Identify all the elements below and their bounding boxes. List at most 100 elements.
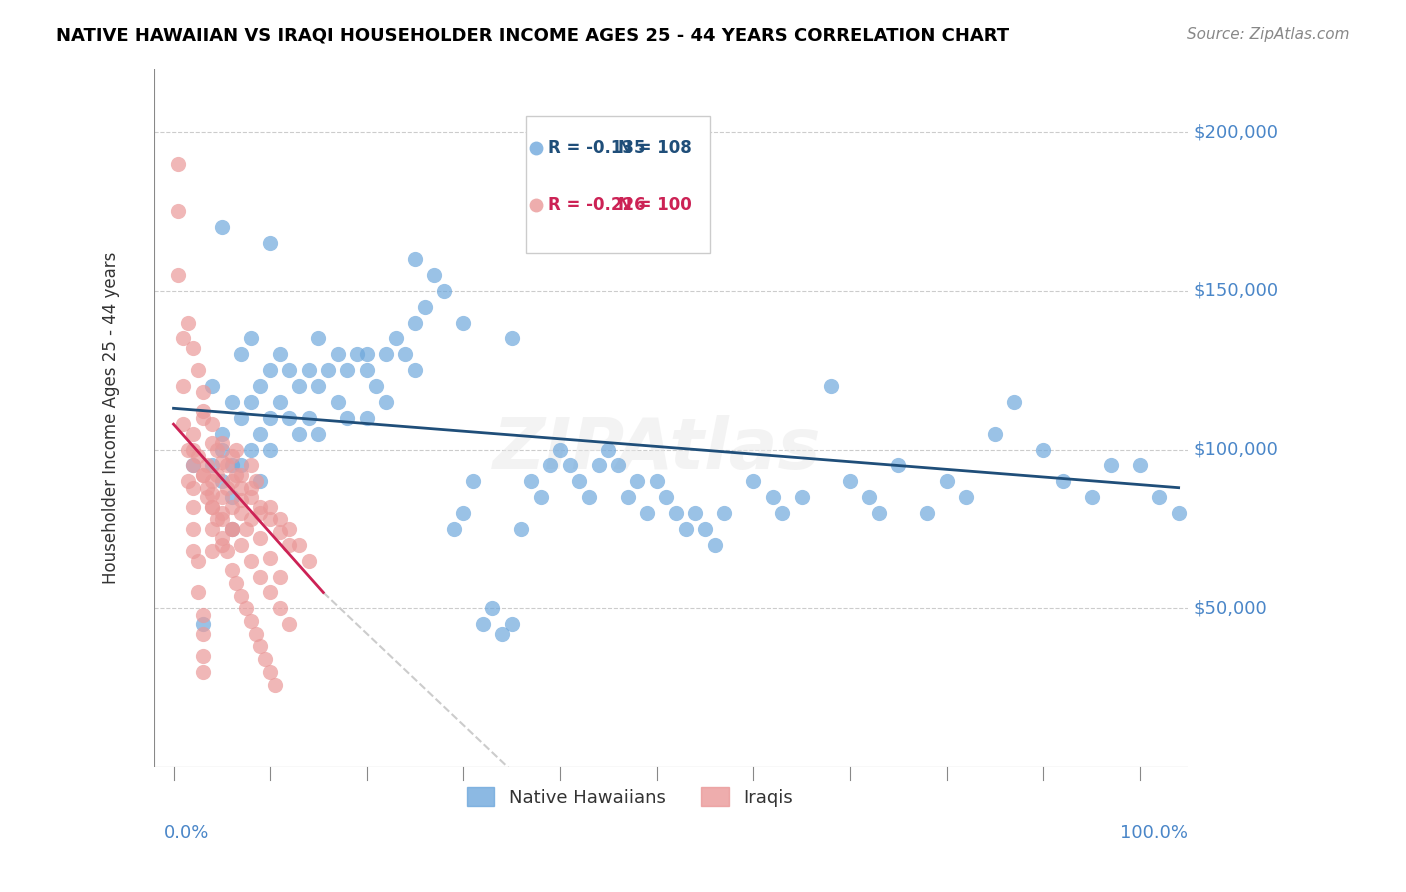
Point xyxy=(201,544,224,558)
Point xyxy=(201,500,224,514)
Point xyxy=(187,363,209,377)
Point xyxy=(195,458,218,473)
Point xyxy=(501,617,523,632)
Point xyxy=(558,458,581,473)
Point xyxy=(239,490,262,504)
Point xyxy=(413,300,436,314)
Point xyxy=(259,363,281,377)
Bar xyxy=(526,116,710,252)
Point xyxy=(703,538,725,552)
Point xyxy=(239,481,262,495)
Point xyxy=(308,426,330,441)
Point xyxy=(626,475,648,489)
Point xyxy=(245,475,267,489)
Point xyxy=(191,410,214,425)
Point xyxy=(298,554,321,568)
Point xyxy=(481,601,503,615)
Point xyxy=(288,426,311,441)
Point xyxy=(249,500,271,514)
Point xyxy=(356,347,378,361)
Point xyxy=(520,475,543,489)
Point xyxy=(336,363,359,377)
Point xyxy=(404,316,426,330)
Point xyxy=(231,589,253,603)
Point xyxy=(191,467,214,482)
Point xyxy=(298,410,321,425)
Point xyxy=(538,458,561,473)
Point xyxy=(215,481,238,495)
Point xyxy=(231,493,253,508)
Point xyxy=(245,626,267,640)
Point xyxy=(177,442,200,457)
Point xyxy=(524,198,547,212)
Point xyxy=(191,467,214,482)
Point xyxy=(249,379,271,393)
Point xyxy=(211,490,233,504)
Legend: Native Hawaiians, Iraqis: Native Hawaiians, Iraqis xyxy=(460,780,800,814)
Point xyxy=(917,506,939,520)
Point xyxy=(336,410,359,425)
Point xyxy=(568,475,591,489)
Point xyxy=(790,490,813,504)
Point xyxy=(269,347,291,361)
Point xyxy=(211,455,233,469)
Point xyxy=(201,458,224,473)
Point xyxy=(249,532,271,546)
Point xyxy=(1167,506,1189,520)
Point xyxy=(984,426,1007,441)
Point xyxy=(221,490,243,504)
Point xyxy=(254,652,277,666)
Point xyxy=(858,490,880,504)
Point xyxy=(278,363,301,377)
Point xyxy=(433,284,456,298)
Point xyxy=(259,500,281,514)
Point xyxy=(201,379,224,393)
Point xyxy=(308,379,330,393)
Text: $150,000: $150,000 xyxy=(1194,282,1278,300)
Text: N = 100: N = 100 xyxy=(619,196,692,214)
Point xyxy=(288,538,311,552)
Point xyxy=(366,379,388,393)
Point xyxy=(172,331,194,345)
Text: Source: ZipAtlas.com: Source: ZipAtlas.com xyxy=(1187,27,1350,42)
Point xyxy=(191,404,214,418)
Point xyxy=(231,467,253,482)
Point xyxy=(205,467,228,482)
Point xyxy=(181,500,204,514)
Point xyxy=(685,506,707,520)
Point xyxy=(278,617,301,632)
Point xyxy=(172,379,194,393)
Point xyxy=(820,379,842,393)
Point xyxy=(655,490,678,504)
Point xyxy=(675,522,697,536)
Point xyxy=(225,467,247,482)
Point xyxy=(1149,490,1171,504)
Point xyxy=(221,522,243,536)
Point xyxy=(356,363,378,377)
Point xyxy=(187,585,209,599)
Point xyxy=(221,522,243,536)
Point xyxy=(269,395,291,409)
Point xyxy=(201,522,224,536)
Point xyxy=(211,442,233,457)
Point xyxy=(249,569,271,583)
Point xyxy=(225,442,247,457)
Point xyxy=(288,379,311,393)
Point xyxy=(221,522,243,536)
Point xyxy=(278,522,301,536)
Point xyxy=(239,442,262,457)
Point xyxy=(491,626,513,640)
Point xyxy=(201,417,224,432)
Point xyxy=(578,490,600,504)
Point xyxy=(167,204,190,219)
Point xyxy=(1032,442,1054,457)
Point xyxy=(935,475,957,489)
Point xyxy=(269,601,291,615)
Point xyxy=(326,347,349,361)
Point xyxy=(839,475,862,489)
Point xyxy=(375,347,398,361)
Point xyxy=(205,442,228,457)
Point xyxy=(191,617,214,632)
Point xyxy=(598,442,620,457)
Point xyxy=(181,442,204,457)
